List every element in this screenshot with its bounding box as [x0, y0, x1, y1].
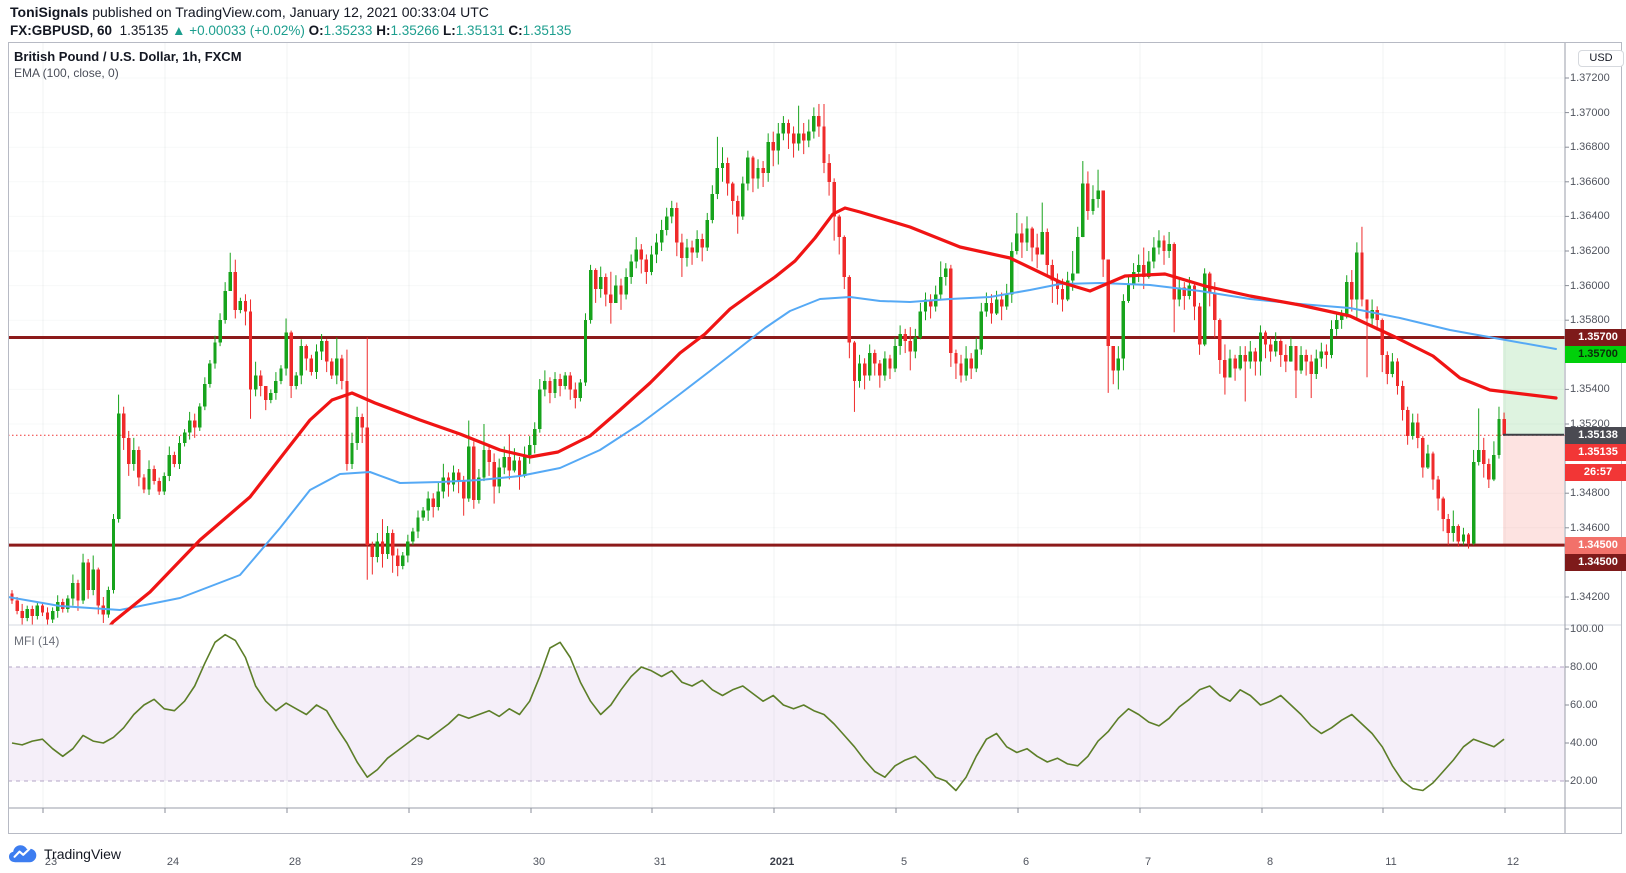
time-axis-label: 6: [1022, 856, 1030, 868]
price-tick-label: 1.36400: [1570, 210, 1610, 223]
time-axis-label: 24: [166, 856, 180, 868]
time-axis-label: 29: [410, 856, 424, 868]
mfi-tick-label: 80.00: [1570, 661, 1598, 673]
tradingview-logo[interactable]: TradingView: [8, 843, 121, 864]
time-axis-label: 2021: [769, 856, 795, 868]
tradingview-cloud-icon: [9, 845, 37, 863]
time-axis-label: 11: [1385, 856, 1397, 868]
up-arrow-icon: ▲: [172, 23, 186, 38]
price-tick-label: 1.36200: [1570, 245, 1610, 257]
price-tick-label: 1.34600: [1570, 521, 1610, 534]
time-axis-label: 28: [288, 856, 302, 868]
publish-info: published on TradingView.com, January 12…: [88, 4, 489, 20]
price-tick-label: 1.35800: [1570, 314, 1610, 327]
time-axis-label: 8: [1266, 856, 1274, 868]
price-tick-label: 1.35400: [1570, 383, 1610, 396]
high-value: 1.35266: [390, 23, 440, 38]
time-axis-label: 30: [532, 856, 546, 868]
mfi-tick-label: 40.00: [1570, 737, 1598, 749]
price-tick-label: 1.36800: [1570, 141, 1610, 154]
price-tick-label: 1.37200: [1570, 72, 1610, 84]
chart-widget: British Pound / U.S. Dollar, 1h, FXCM EM…: [8, 42, 1626, 868]
open-label: O:: [308, 23, 324, 38]
price-badge: 26:57: [1565, 463, 1626, 481]
price-change: ▲ +0.00033 (+0.02%): [172, 23, 305, 38]
time-axis-label: 12: [1506, 856, 1520, 868]
publish-line: ToniSignals published on TradingView.com…: [10, 4, 571, 21]
price-badge: 1.35700: [1565, 328, 1626, 346]
close-value: 1.35135: [522, 23, 572, 38]
high-label: H:: [376, 23, 391, 38]
author-name: ToniSignals: [10, 4, 89, 20]
close-label: C:: [508, 23, 523, 38]
price-badge: 1.35138: [1565, 426, 1626, 444]
time-axis-label: 31: [653, 856, 667, 868]
tradingview-logo-text: TradingView: [44, 845, 122, 862]
symbol-label: FX:GBPUSD, 60: [10, 23, 113, 38]
price-tick-label: 1.37000: [1570, 106, 1610, 119]
price-tick-label: 1.36000: [1570, 279, 1610, 292]
last-price: 1.35135: [119, 23, 169, 38]
price-tick-label: 1.36600: [1570, 175, 1610, 188]
price-badge: 1.35135: [1565, 443, 1626, 461]
mfi-legend-label: MFI (14): [14, 634, 60, 648]
low-label: L:: [443, 23, 456, 38]
price-badge: 1.34500: [1565, 553, 1626, 571]
mfi-tick-label: 60.00: [1570, 699, 1598, 711]
open-value: 1.35233: [323, 23, 373, 38]
symbol-line: FX:GBPUSD, 60 1.35135 ▲ +0.00033 (+0.02%…: [10, 22, 571, 39]
low-value: 1.35131: [455, 23, 505, 38]
mfi-tick-label: 100.00: [1570, 623, 1604, 635]
mfi-tick-label: 20.00: [1570, 775, 1598, 787]
price-tick-label: 1.34200: [1570, 591, 1610, 603]
publish-bar: ToniSignals published on TradingView.com…: [10, 4, 571, 39]
price-badge: 1.34500: [1565, 536, 1626, 554]
currency-unit-button[interactable]: USD: [1578, 50, 1624, 67]
time-axis-label: 23: [44, 856, 58, 868]
price-badge: 1.35700: [1565, 345, 1626, 363]
chart-canvas[interactable]: [8, 42, 1622, 834]
time-axis-label: 7: [1144, 856, 1152, 868]
time-axis-label: 5: [900, 856, 908, 868]
price-tick-label: 1.34800: [1570, 487, 1610, 500]
